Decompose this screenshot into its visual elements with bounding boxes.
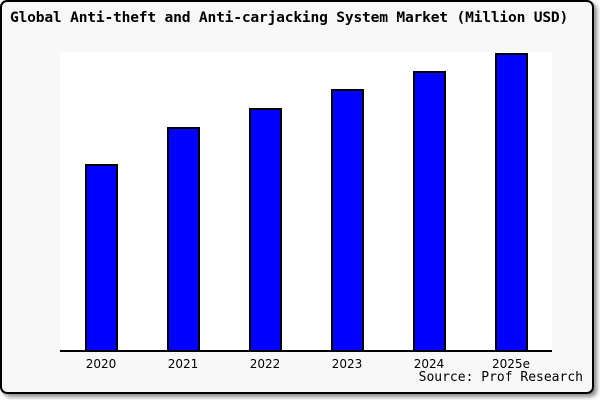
bar-2025e — [494, 52, 528, 350]
bar-slot-2020 — [60, 52, 142, 350]
tick-label-2024: 2024 — [413, 357, 445, 371]
bar-slot-2025e — [470, 52, 552, 350]
chart-title: Global Anti-theft and Anti-carjacking Sy… — [10, 9, 569, 26]
bar-slot-2023 — [306, 52, 388, 350]
bar-2021 — [166, 126, 200, 350]
tick-label-2021: 2021 — [167, 357, 199, 371]
tick-label-2023: 2023 — [331, 357, 363, 371]
bar-2024 — [412, 70, 446, 350]
tick-label-2025e: 2025e — [492, 357, 530, 371]
source-text: Source: Prof Research — [418, 370, 583, 385]
tick-label-2020: 2020 — [85, 357, 117, 371]
chart-figure: Global Anti-theft and Anti-carjacking Sy… — [0, 0, 594, 394]
bar-slot-2022 — [224, 52, 306, 350]
plot-area — [60, 52, 552, 352]
x-axis-tick-labels: 2020 2021 2022 2023 2024 2025e — [60, 357, 552, 371]
bar-slot-2021 — [142, 52, 224, 350]
bar-2020 — [84, 164, 118, 350]
bar-2022 — [248, 107, 282, 350]
bar-2023 — [330, 88, 364, 350]
bars-row — [60, 52, 552, 350]
tick-label-2022: 2022 — [249, 357, 281, 371]
bar-slot-2024 — [388, 52, 470, 350]
